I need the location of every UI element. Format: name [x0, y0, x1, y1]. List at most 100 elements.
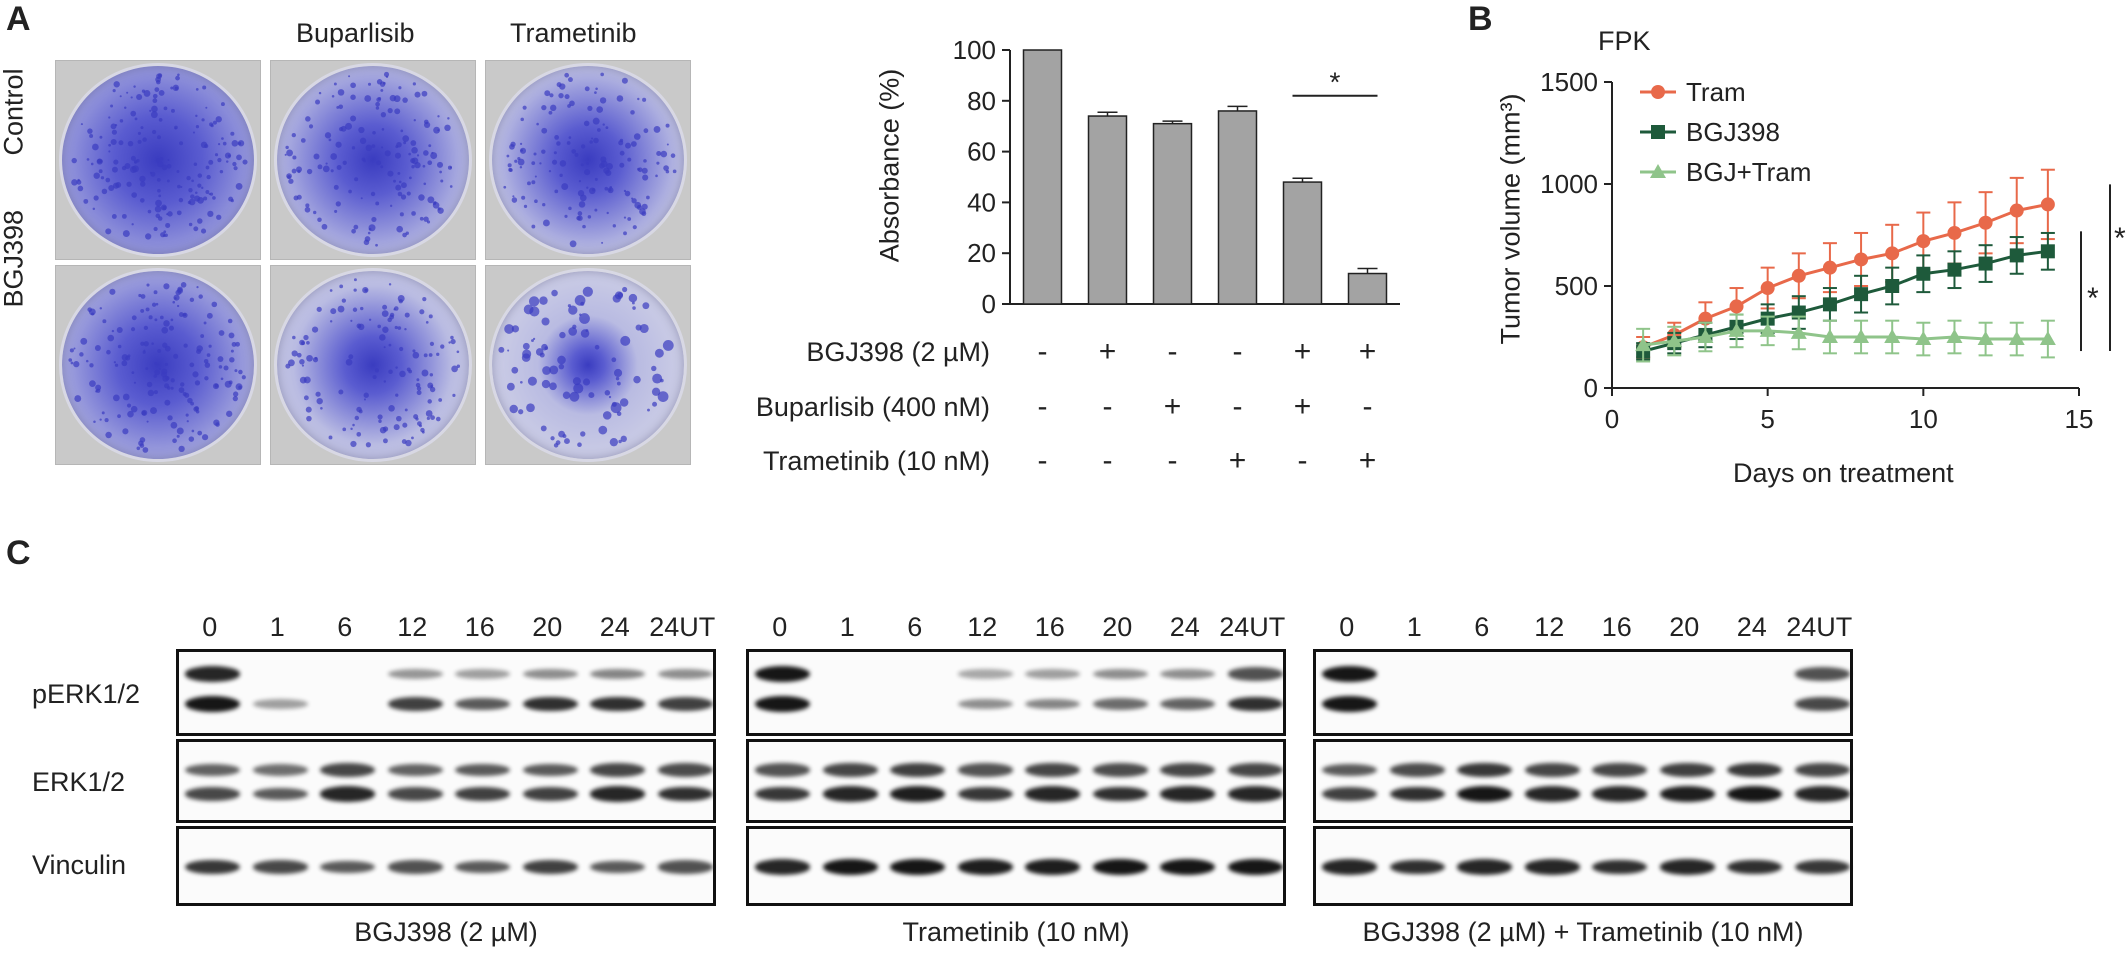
series-line	[1642, 329, 2048, 347]
colony-dot	[238, 385, 242, 390]
colony-dot	[154, 361, 158, 365]
colony-dot	[531, 161, 536, 166]
colony-dot	[616, 411, 622, 417]
colony-dot	[622, 286, 628, 293]
blot-band	[320, 786, 376, 802]
colony-dot	[368, 224, 376, 232]
colony-dot	[176, 434, 180, 438]
colony-dot	[142, 350, 146, 354]
colony-dot	[402, 97, 408, 103]
colony-dot	[186, 175, 191, 181]
colony-dot	[423, 121, 431, 129]
colony-dot	[665, 169, 670, 174]
series-point	[1915, 331, 1932, 346]
colony-dot	[195, 125, 200, 129]
blot-band	[590, 860, 646, 874]
bar	[1217, 110, 1258, 305]
colony-dot	[367, 231, 371, 235]
lane-label: 16	[464, 612, 495, 642]
colony-dot	[376, 160, 382, 166]
colony-dot	[368, 318, 372, 321]
blot-band	[1322, 763, 1378, 777]
colony-dot	[235, 182, 243, 190]
blot-band	[1592, 763, 1648, 777]
colony-dot	[595, 87, 598, 91]
colony-dot	[428, 353, 433, 357]
series-point	[1853, 329, 1870, 343]
colony-dot	[153, 226, 158, 232]
treatment-label: Buparlisib (400 nM)	[755, 392, 990, 422]
colony-dot	[411, 165, 415, 169]
colony-dot	[438, 398, 443, 402]
colony-dot	[85, 359, 89, 363]
colony-dot	[241, 375, 246, 380]
colony-dot	[127, 140, 134, 147]
colony-dot	[130, 405, 138, 413]
colony-dot	[568, 206, 572, 211]
line-y-tick-label: 0	[1584, 373, 1598, 403]
colony-dot	[415, 417, 419, 421]
colony-dot	[342, 427, 347, 432]
blot-band	[252, 787, 308, 801]
blot-band	[320, 763, 376, 777]
colony-dot	[350, 94, 356, 100]
colony-dot	[189, 297, 195, 303]
colony-dot	[353, 288, 357, 292]
colony-dot	[423, 353, 428, 358]
colony-dot	[375, 243, 378, 247]
colony-dot	[609, 438, 619, 447]
blot-band	[1092, 698, 1148, 710]
colony-dot	[539, 296, 548, 305]
colony-dot	[149, 109, 152, 112]
blot-band	[957, 763, 1013, 777]
lane-label: 20	[532, 612, 563, 642]
colony-dot	[588, 187, 596, 195]
lane-label: 16	[1601, 612, 1632, 642]
colony-dot	[426, 416, 431, 421]
colony-dot	[401, 439, 407, 445]
colony-dot	[378, 419, 382, 424]
colony-dot	[582, 224, 586, 229]
colony-dot	[612, 224, 616, 228]
colony-dot	[143, 341, 149, 347]
colony-dot	[154, 369, 161, 376]
colony-dot	[558, 430, 565, 438]
colony-dot	[231, 139, 239, 147]
colony-dot	[440, 179, 444, 183]
colony-dot	[106, 349, 111, 355]
blot-band	[1092, 668, 1148, 680]
colony-dot	[365, 442, 372, 448]
colony-dot	[145, 233, 152, 240]
colony-dot	[232, 396, 238, 402]
series-point	[1854, 252, 1869, 267]
colony-dot	[389, 94, 397, 102]
colony-dot	[616, 95, 624, 102]
perk-blot	[176, 649, 716, 736]
colony-dot	[89, 133, 94, 138]
colony-dot	[408, 152, 411, 156]
colony-dot	[345, 122, 353, 130]
colony-dot	[506, 154, 510, 158]
blot-band	[252, 860, 308, 874]
col-header-buparlisib: Buparlisib	[296, 18, 415, 48]
colony-dot	[561, 183, 569, 191]
treatment-mark: +	[1228, 444, 1247, 477]
blot-band	[1025, 786, 1081, 802]
colony-dot	[95, 384, 102, 391]
colony-dot	[621, 77, 628, 84]
colony-dot	[130, 110, 137, 117]
colony-dot	[596, 106, 604, 113]
colony-dot	[113, 159, 119, 165]
colony-dot	[613, 368, 623, 378]
colony-dot	[316, 306, 322, 312]
colony-dot	[284, 153, 287, 156]
vinculin-blot	[176, 826, 716, 906]
colony-dot	[73, 361, 80, 368]
colony-dot	[122, 230, 130, 238]
blot-band	[522, 860, 578, 874]
colony-dot	[554, 135, 560, 140]
colony-dot	[636, 204, 642, 210]
bar-y-tick-label: 100	[953, 35, 996, 65]
colony-dot	[574, 295, 586, 306]
blot-band	[185, 696, 241, 712]
